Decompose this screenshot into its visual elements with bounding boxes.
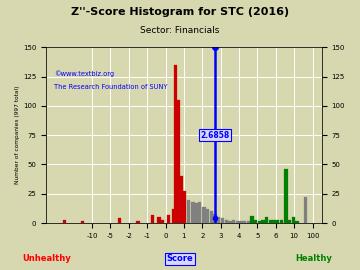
Y-axis label: Number of companies (997 total): Number of companies (997 total) (15, 86, 20, 184)
Bar (183, 191, 186, 223)
Bar (265, 217, 268, 223)
Bar (206, 209, 210, 223)
Bar (235, 221, 239, 223)
Bar (172, 209, 175, 223)
Bar (174, 65, 177, 223)
Bar (180, 176, 183, 223)
Text: ©www.textbiz.org: ©www.textbiz.org (54, 70, 114, 77)
Text: Score: Score (167, 254, 193, 263)
Bar (272, 220, 276, 223)
Bar (228, 221, 231, 223)
Bar (157, 217, 161, 223)
Bar (232, 220, 235, 223)
Bar (243, 221, 246, 223)
Bar (280, 220, 283, 223)
Bar (210, 211, 213, 223)
Bar (258, 221, 261, 223)
Text: Z''-Score Histogram for STC (2016): Z''-Score Histogram for STC (2016) (71, 7, 289, 17)
Bar (288, 220, 291, 223)
Text: The Research Foundation of SUNY: The Research Foundation of SUNY (54, 84, 168, 90)
Bar (261, 220, 265, 223)
Bar (221, 218, 224, 223)
Text: Sector: Financials: Sector: Financials (140, 26, 220, 35)
Bar (195, 203, 198, 223)
Bar (284, 169, 288, 223)
Bar (151, 215, 154, 223)
Bar (167, 215, 170, 223)
Bar (295, 221, 298, 223)
Bar (63, 220, 66, 223)
Bar (136, 221, 140, 223)
Bar (118, 218, 121, 223)
Bar (192, 202, 195, 223)
Bar (81, 221, 85, 223)
Bar (213, 214, 217, 223)
Bar (292, 217, 295, 223)
Bar (250, 216, 253, 223)
Bar (177, 100, 180, 223)
Bar (303, 197, 307, 223)
Bar (198, 202, 201, 223)
Bar (239, 221, 243, 223)
Text: Healthy: Healthy (295, 254, 332, 263)
Text: 2.6858: 2.6858 (200, 131, 230, 140)
Bar (225, 220, 228, 223)
Bar (161, 220, 165, 223)
Bar (269, 220, 272, 223)
Text: Unhealthy: Unhealthy (22, 254, 71, 263)
Bar (217, 217, 220, 223)
Bar (247, 221, 250, 223)
Bar (254, 220, 257, 223)
Bar (187, 200, 190, 223)
Bar (276, 220, 279, 223)
Bar (202, 207, 206, 223)
